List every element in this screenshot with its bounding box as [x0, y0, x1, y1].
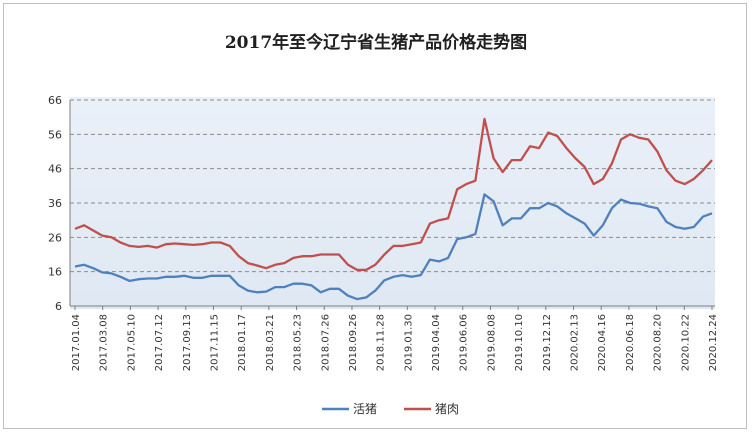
- y-tick-label: 36: [48, 197, 62, 210]
- x-tick-label: 2018.09.26: [348, 314, 359, 371]
- x-tick-label: 2020.06.18: [625, 314, 636, 371]
- series-line-live-pig: [74, 193, 713, 301]
- legend: 活猪 猪肉: [322, 402, 459, 416]
- x-tick-label: 2019.01.30: [403, 314, 414, 371]
- y-tick-label: 66: [48, 94, 62, 107]
- x-tick-label: 2017.01.04: [71, 314, 82, 371]
- x-tick-label: 2019.10.10: [514, 314, 525, 371]
- x-tick-label: 2017.09.13: [182, 314, 193, 371]
- legend-label-live-pig: 活猪: [353, 402, 377, 416]
- x-tick-label: 2019.04.04: [431, 314, 442, 371]
- x-tick-label: 2017.03.08: [99, 314, 110, 371]
- x-tick-label: 2017.05.10: [126, 314, 137, 371]
- x-tick-label: 2020.08.20: [653, 314, 664, 371]
- y-tick-label: 16: [48, 266, 62, 279]
- series-group: [74, 117, 713, 301]
- grid-lines: [69, 99, 715, 307]
- y-tick-label: 46: [48, 163, 62, 176]
- x-tick-label: 2020.10.22: [680, 314, 691, 371]
- x-tick-label: 2018.03.21: [265, 314, 276, 371]
- x-tick-label: 2018.11.28: [376, 314, 387, 371]
- x-tick-label: 2018.01.17: [237, 314, 248, 371]
- x-tick-label: 2017.11.15: [209, 314, 220, 371]
- x-tick-label: 2020.02.13: [570, 314, 581, 371]
- x-tick-label: 2018.07.26: [320, 314, 331, 371]
- x-axis-ticks: 2017.01.04 2017.03.08 2017.05.10 2017.07.12…: [71, 306, 719, 371]
- legend-label-pork: 猪肉: [435, 402, 459, 416]
- x-tick-label: 2019.08.08: [486, 314, 497, 371]
- x-tick-label: 2019.06.06: [459, 314, 470, 371]
- series-line-pork: [74, 117, 713, 272]
- x-tick-label: 2020.04.16: [597, 314, 608, 371]
- y-tick-label: 6: [55, 300, 62, 313]
- x-tick-label: 2018.05.23: [293, 314, 304, 371]
- x-tick-label: 2020.12.24: [708, 314, 719, 371]
- y-axis-ticks: 6 16 26 36 46 56 66: [48, 94, 62, 313]
- y-tick-label: 26: [48, 231, 62, 244]
- x-tick-label: 2019.12.12: [542, 314, 553, 371]
- x-tick-label: 2017.07.12: [154, 314, 165, 371]
- chart-title: 2017年至今辽宁省生猪产品价格走势图: [225, 32, 527, 53]
- y-tick-label: 56: [48, 128, 62, 141]
